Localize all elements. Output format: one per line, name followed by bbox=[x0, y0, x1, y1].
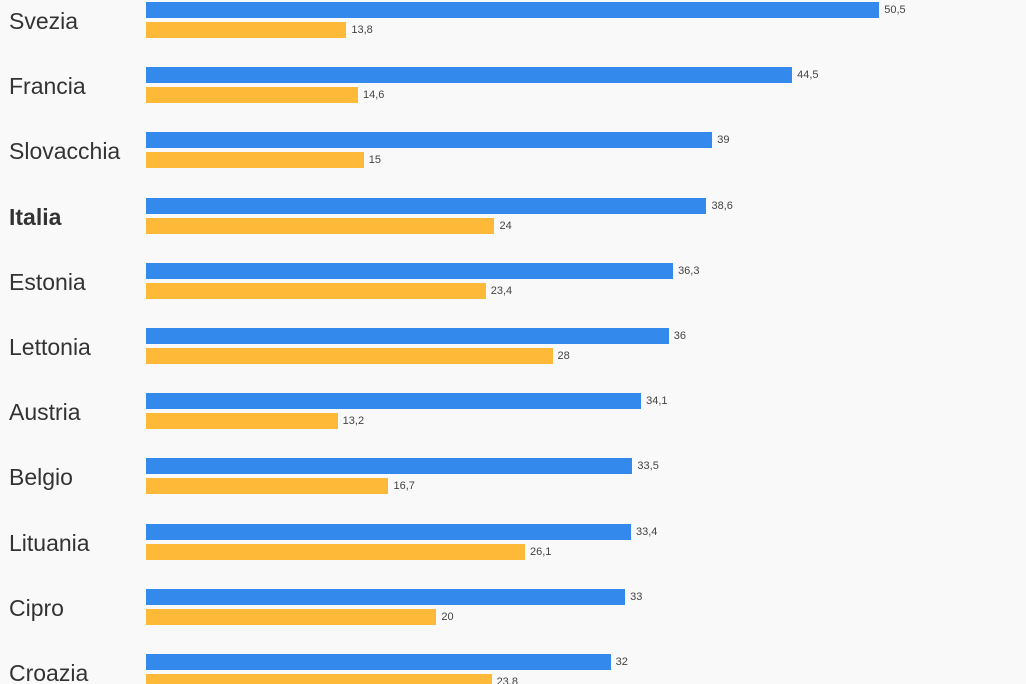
bar bbox=[146, 458, 633, 475]
bar bbox=[146, 674, 492, 684]
bar bbox=[146, 654, 611, 670]
bar bbox=[146, 2, 880, 18]
value-label: 33 bbox=[630, 590, 643, 603]
category-label: Svezia bbox=[9, 8, 79, 34]
category-label: Austria bbox=[9, 399, 81, 426]
bar bbox=[146, 152, 364, 169]
category-label: Slovacchia bbox=[9, 138, 121, 165]
value-label: 50,5 bbox=[884, 4, 906, 16]
category-label: Estonia bbox=[9, 268, 86, 295]
bar bbox=[146, 348, 553, 364]
category-label: Italia bbox=[9, 203, 62, 230]
value-label: 39 bbox=[717, 134, 730, 147]
value-label: 15 bbox=[368, 154, 382, 167]
category-label: Belgio bbox=[9, 464, 73, 491]
bar bbox=[146, 282, 486, 299]
bar bbox=[146, 393, 642, 410]
bar bbox=[146, 217, 495, 234]
bar bbox=[146, 22, 347, 38]
value-label: 34,1 bbox=[646, 395, 668, 408]
category-label: Lituania bbox=[9, 529, 90, 556]
bar bbox=[146, 132, 713, 149]
value-label: 23,4 bbox=[490, 284, 513, 297]
bar bbox=[146, 543, 525, 560]
bar bbox=[146, 478, 389, 495]
bar bbox=[146, 197, 707, 214]
value-label: 16,7 bbox=[393, 480, 415, 493]
value-label: 14,6 bbox=[362, 89, 385, 102]
bar bbox=[146, 523, 631, 540]
value-label: 28 bbox=[557, 350, 570, 362]
category-label: Cipro bbox=[9, 594, 64, 621]
value-label: 13,8 bbox=[351, 24, 373, 36]
value-label: 33,4 bbox=[635, 525, 658, 538]
value-label: 24 bbox=[499, 219, 512, 232]
bar bbox=[146, 588, 626, 605]
bar bbox=[146, 608, 437, 625]
bar bbox=[146, 87, 358, 104]
category-label: Croazia bbox=[9, 660, 89, 684]
value-label: 20 bbox=[441, 610, 454, 623]
value-label: 38,6 bbox=[711, 199, 733, 212]
bar bbox=[146, 328, 669, 344]
value-label: 36,3 bbox=[678, 264, 700, 277]
value-label: 44,5 bbox=[797, 69, 819, 82]
value-label: 26,1 bbox=[529, 545, 552, 558]
value-label: 36 bbox=[673, 330, 686, 342]
bar bbox=[146, 67, 793, 84]
bar bbox=[146, 262, 674, 279]
bar bbox=[146, 413, 338, 430]
value-label: 23,8 bbox=[496, 676, 518, 684]
category-label: Lettonia bbox=[9, 334, 91, 360]
value-label: 32 bbox=[615, 656, 628, 668]
value-label: 13,2 bbox=[342, 415, 365, 428]
category-label: Francia bbox=[9, 73, 86, 100]
value-label: 33,5 bbox=[637, 460, 659, 473]
